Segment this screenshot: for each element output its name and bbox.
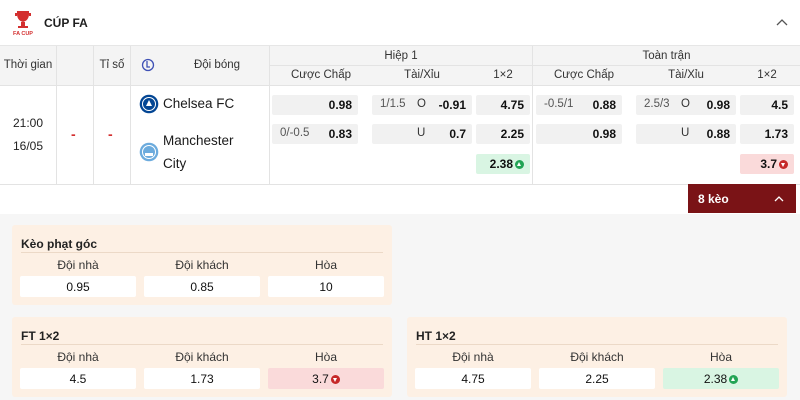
ft-draw-odd[interactable]: 3.7 [268,368,384,389]
card-title: FT 1×2 [21,329,60,343]
corner-odds-card: Kèo phạt góc Đội nhà Đội khách Hòa 0.95 … [12,225,392,305]
corner-draw-odd[interactable]: 10 [268,276,384,297]
arrow-up-icon [515,160,524,169]
ft-home-odd[interactable]: 4.5 [20,368,136,389]
corner-away-odd[interactable]: 0.85 [144,276,260,297]
h1-handicap-home[interactable]: 0.98 [272,95,358,115]
arrow-up-icon [729,375,739,384]
arrow-down-icon [779,160,788,169]
ft-ou-under[interactable]: U 0.88 [636,124,736,144]
league-header[interactable]: FA CUP CÚP FA [0,0,800,46]
score-home: - [71,126,76,142]
label-home: Đội nhà [57,350,99,364]
live-stream-icon[interactable] [141,58,155,72]
arrow-down-icon [330,375,340,384]
ft-col-1x2: 1×2 [757,69,777,81]
ht-1x2-card: HT 1×2 Đội nhà Đội khách Hòa 4.75 2.25 2… [407,317,787,397]
ft-1x2-draw[interactable]: 3.7 [740,154,794,174]
h1-handicap-away[interactable]: 0/-0.5 0.83 [272,124,358,144]
ft-col-ou: Tài/Xỉu [668,69,704,81]
h1-col-handicap: Cược Chấp [291,69,351,81]
group-fulltime: Toàn trận [642,50,691,62]
label-home: Đội nhà [452,350,494,364]
table-header [0,46,800,86]
more-odds-button[interactable]: 8 kèo [688,184,796,213]
ft-handicap-away[interactable]: 0.98 [536,124,622,144]
match-time: 21:00 [12,116,44,130]
chelsea-badge-icon [139,94,159,114]
h1-col-ou: Tài/Xỉu [404,69,440,81]
league-title: CÚP FA [44,16,88,30]
h1-1x2-home[interactable]: 4.75 [476,95,530,115]
label-draw: Hòa [709,350,732,364]
ft-away-odd[interactable]: 1.73 [144,368,260,389]
h1-ou-over[interactable]: 1/1.5 O -0.91 [372,95,472,115]
h1-ou-under[interactable]: U 0.7 [372,124,472,144]
ht-draw-odd[interactable]: 2.38 [663,368,779,389]
col-team: Đội bóng [193,59,241,71]
ft-1x2-away[interactable]: 1.73 [740,124,794,144]
card-title: Kèo phạt góc [21,237,98,251]
ht-home-odd[interactable]: 4.75 [415,368,531,389]
group-half1: Hiệp 1 [384,50,418,62]
ft-1x2-card: FT 1×2 Đội nhà Đội khách Hòa 4.5 1.73 3.… [12,317,392,397]
chevron-up-icon [774,196,784,202]
fa-logo-text: FA CUP [13,31,33,37]
ft-handicap-home[interactable]: -0.5/1 0.88 [536,95,622,115]
match-date: 16/05 [12,139,44,153]
h1-1x2-draw[interactable]: 2.38 [476,154,530,174]
card-title: HT 1×2 [416,329,456,343]
home-team-name[interactable]: Chelsea FC [163,96,235,111]
label-home: Đội nhà [57,258,99,272]
label-away: Đội khách [175,258,229,272]
label-away: Đội khách [570,350,624,364]
ht-away-odd[interactable]: 2.25 [539,368,655,389]
ft-1x2-home[interactable]: 4.5 [740,95,794,115]
away-team-name-line1[interactable]: Manchester [163,133,234,148]
chevron-up-icon[interactable] [776,18,788,26]
fa-cup-icon: FA CUP [13,11,33,37]
away-team-name-line2[interactable]: City [163,156,187,171]
score-away: - [108,126,113,142]
man-city-badge-icon [139,142,159,162]
label-draw: Hòa [314,350,337,364]
label-draw: Hòa [314,258,337,272]
ft-ou-over[interactable]: 2.5/3 O 0.98 [636,95,736,115]
label-away: Đội khách [175,350,229,364]
ft-col-handicap: Cược Chấp [554,69,614,81]
col-score: Tỉ số [99,59,125,71]
more-odds-label: 8 kèo [698,192,729,206]
h1-col-1x2: 1×2 [493,69,513,81]
h1-1x2-away[interactable]: 2.25 [476,124,530,144]
corner-home-odd[interactable]: 0.95 [20,276,136,297]
col-time: Thời gian [3,59,53,71]
